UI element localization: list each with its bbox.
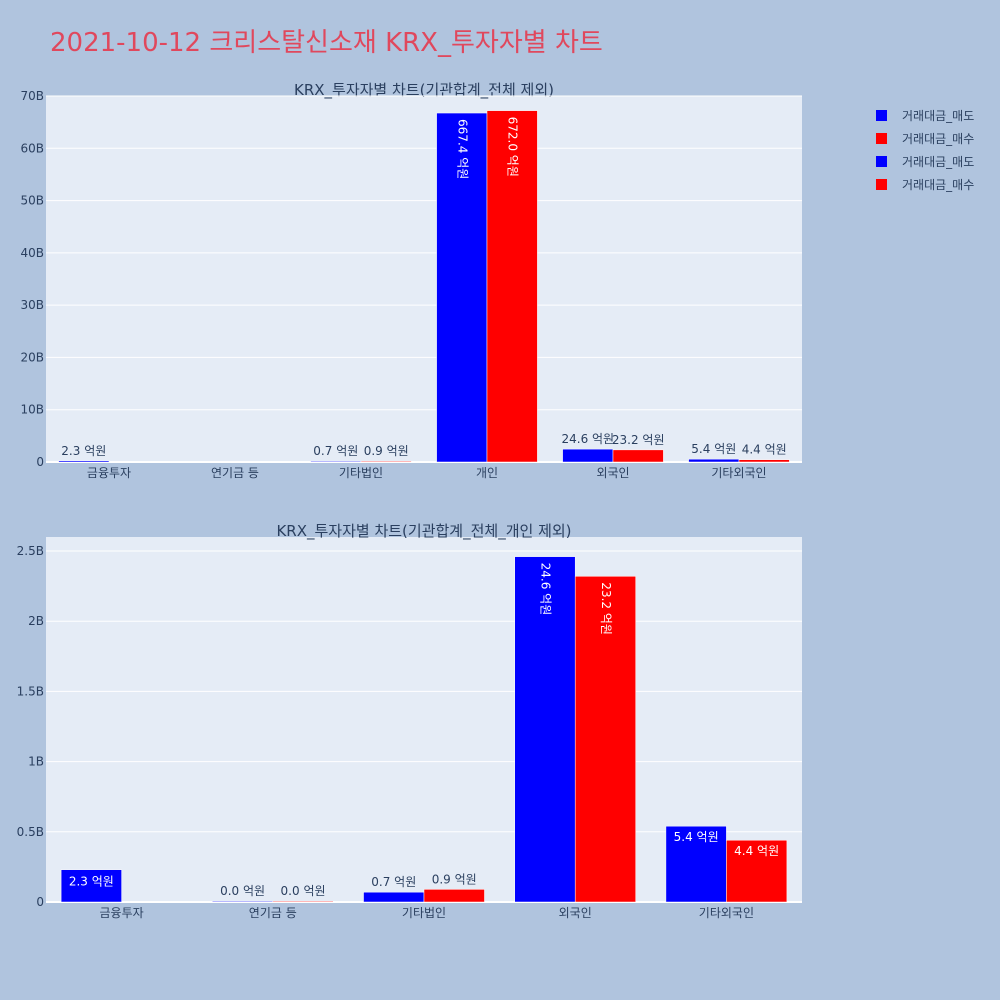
data-label: 5.4 억원	[691, 442, 736, 456]
y-tick-label: 2B	[28, 614, 44, 628]
bar	[665, 825, 727, 903]
legend-label: 거래대금_매도	[902, 155, 975, 169]
y-tick-label: 20B	[20, 350, 44, 364]
data-label: 2.3 억원	[61, 444, 106, 458]
data-label: 24.6 억원	[538, 563, 552, 616]
x-tick-label: 연기금 등	[211, 466, 259, 480]
y-tick-label: 30B	[20, 298, 44, 312]
y-tick-label: 70B	[20, 89, 44, 103]
legend-swatch	[876, 133, 887, 144]
bar	[486, 110, 538, 463]
x-tick-label: 외국인	[596, 466, 629, 480]
legend-item[interactable]: 거래대금_매도	[876, 150, 974, 173]
legend-label: 거래대금_매수	[902, 178, 975, 192]
x-tick-label: 외국인	[559, 906, 592, 920]
legend-label: 거래대금_매수	[902, 132, 975, 146]
y-tick-label: 0	[36, 895, 44, 909]
y-tick-label: 0	[36, 455, 44, 469]
bar	[574, 576, 636, 903]
data-label: 672.0 억원	[506, 117, 520, 177]
x-tick-label: 금융투자	[100, 906, 144, 920]
y-tick-label: 50B	[20, 194, 44, 208]
legend-item[interactable]: 거래대금_매수	[876, 173, 974, 196]
bar	[688, 458, 740, 463]
data-label: 0.9 억원	[432, 872, 477, 886]
x-tick-label: 기타법인	[339, 466, 383, 480]
data-label: 0.9 억원	[364, 444, 409, 458]
legend-label: 거래대금_매도	[902, 109, 975, 123]
bar	[58, 460, 110, 463]
bar	[562, 448, 614, 463]
legend-swatch	[876, 110, 887, 121]
page-title: 2021-10-12 크리스탈신소재 KRX_투자자별 차트	[50, 28, 603, 58]
x-tick-label: 기타외국인	[711, 466, 766, 480]
x-tick-label: 개인	[476, 466, 498, 480]
data-label: 4.4 억원	[742, 443, 787, 457]
legend-swatch	[876, 179, 887, 190]
data-label: 0.7 억원	[371, 875, 416, 889]
bar	[363, 891, 425, 903]
y-tick-label: 60B	[20, 141, 44, 155]
y-tick-label: 0.5B	[17, 825, 44, 839]
bar	[514, 556, 576, 903]
legend: 거래대금_매도 거래대금_매수 거래대금_매도 거래대금_매수	[876, 104, 974, 196]
bar	[738, 459, 790, 463]
data-label: 2.3 억원	[69, 875, 114, 889]
bar	[60, 869, 122, 903]
y-tick-label: 1.5B	[17, 684, 44, 698]
y-tick-label: 2.5B	[17, 544, 44, 558]
data-label: 23.2 억원	[599, 582, 613, 635]
data-label: 23.2 억원	[612, 433, 665, 447]
y-tick-label: 1B	[28, 755, 44, 769]
data-label: 5.4 억원	[674, 830, 719, 844]
x-tick-label: 연기금 등	[249, 906, 297, 920]
x-tick-label: 금융투자	[87, 466, 131, 480]
bar	[726, 839, 788, 903]
data-label: 4.4 억원	[734, 844, 779, 858]
legend-swatch	[876, 156, 887, 167]
data-label: 0.0 억원	[220, 884, 265, 898]
chart-title: KRX_투자자별 차트(기관합계_전체 제외)	[294, 81, 554, 100]
x-tick-label: 기타외국인	[699, 906, 754, 920]
bar	[436, 112, 488, 463]
x-tick-label: 기타법인	[402, 906, 446, 920]
bar	[423, 889, 485, 903]
y-tick-label: 10B	[20, 403, 44, 417]
legend-item[interactable]: 거래대금_매도	[876, 104, 974, 127]
data-label: 24.6 억원	[561, 432, 614, 446]
y-tick-label: 40B	[20, 246, 44, 260]
bar	[612, 449, 664, 463]
bar	[272, 900, 334, 903]
bar	[360, 460, 412, 463]
plot-area	[46, 96, 802, 462]
data-label: 0.0 억원	[281, 884, 326, 898]
data-label: 0.7 억원	[313, 444, 358, 458]
chart-title: KRX_투자자별 차트(기관합계_전체_개인 제외)	[276, 522, 571, 541]
bar	[212, 900, 274, 903]
legend-item[interactable]: 거래대금_매수	[876, 127, 974, 150]
data-label: 667.4 억원	[455, 119, 469, 179]
bar	[310, 460, 362, 463]
